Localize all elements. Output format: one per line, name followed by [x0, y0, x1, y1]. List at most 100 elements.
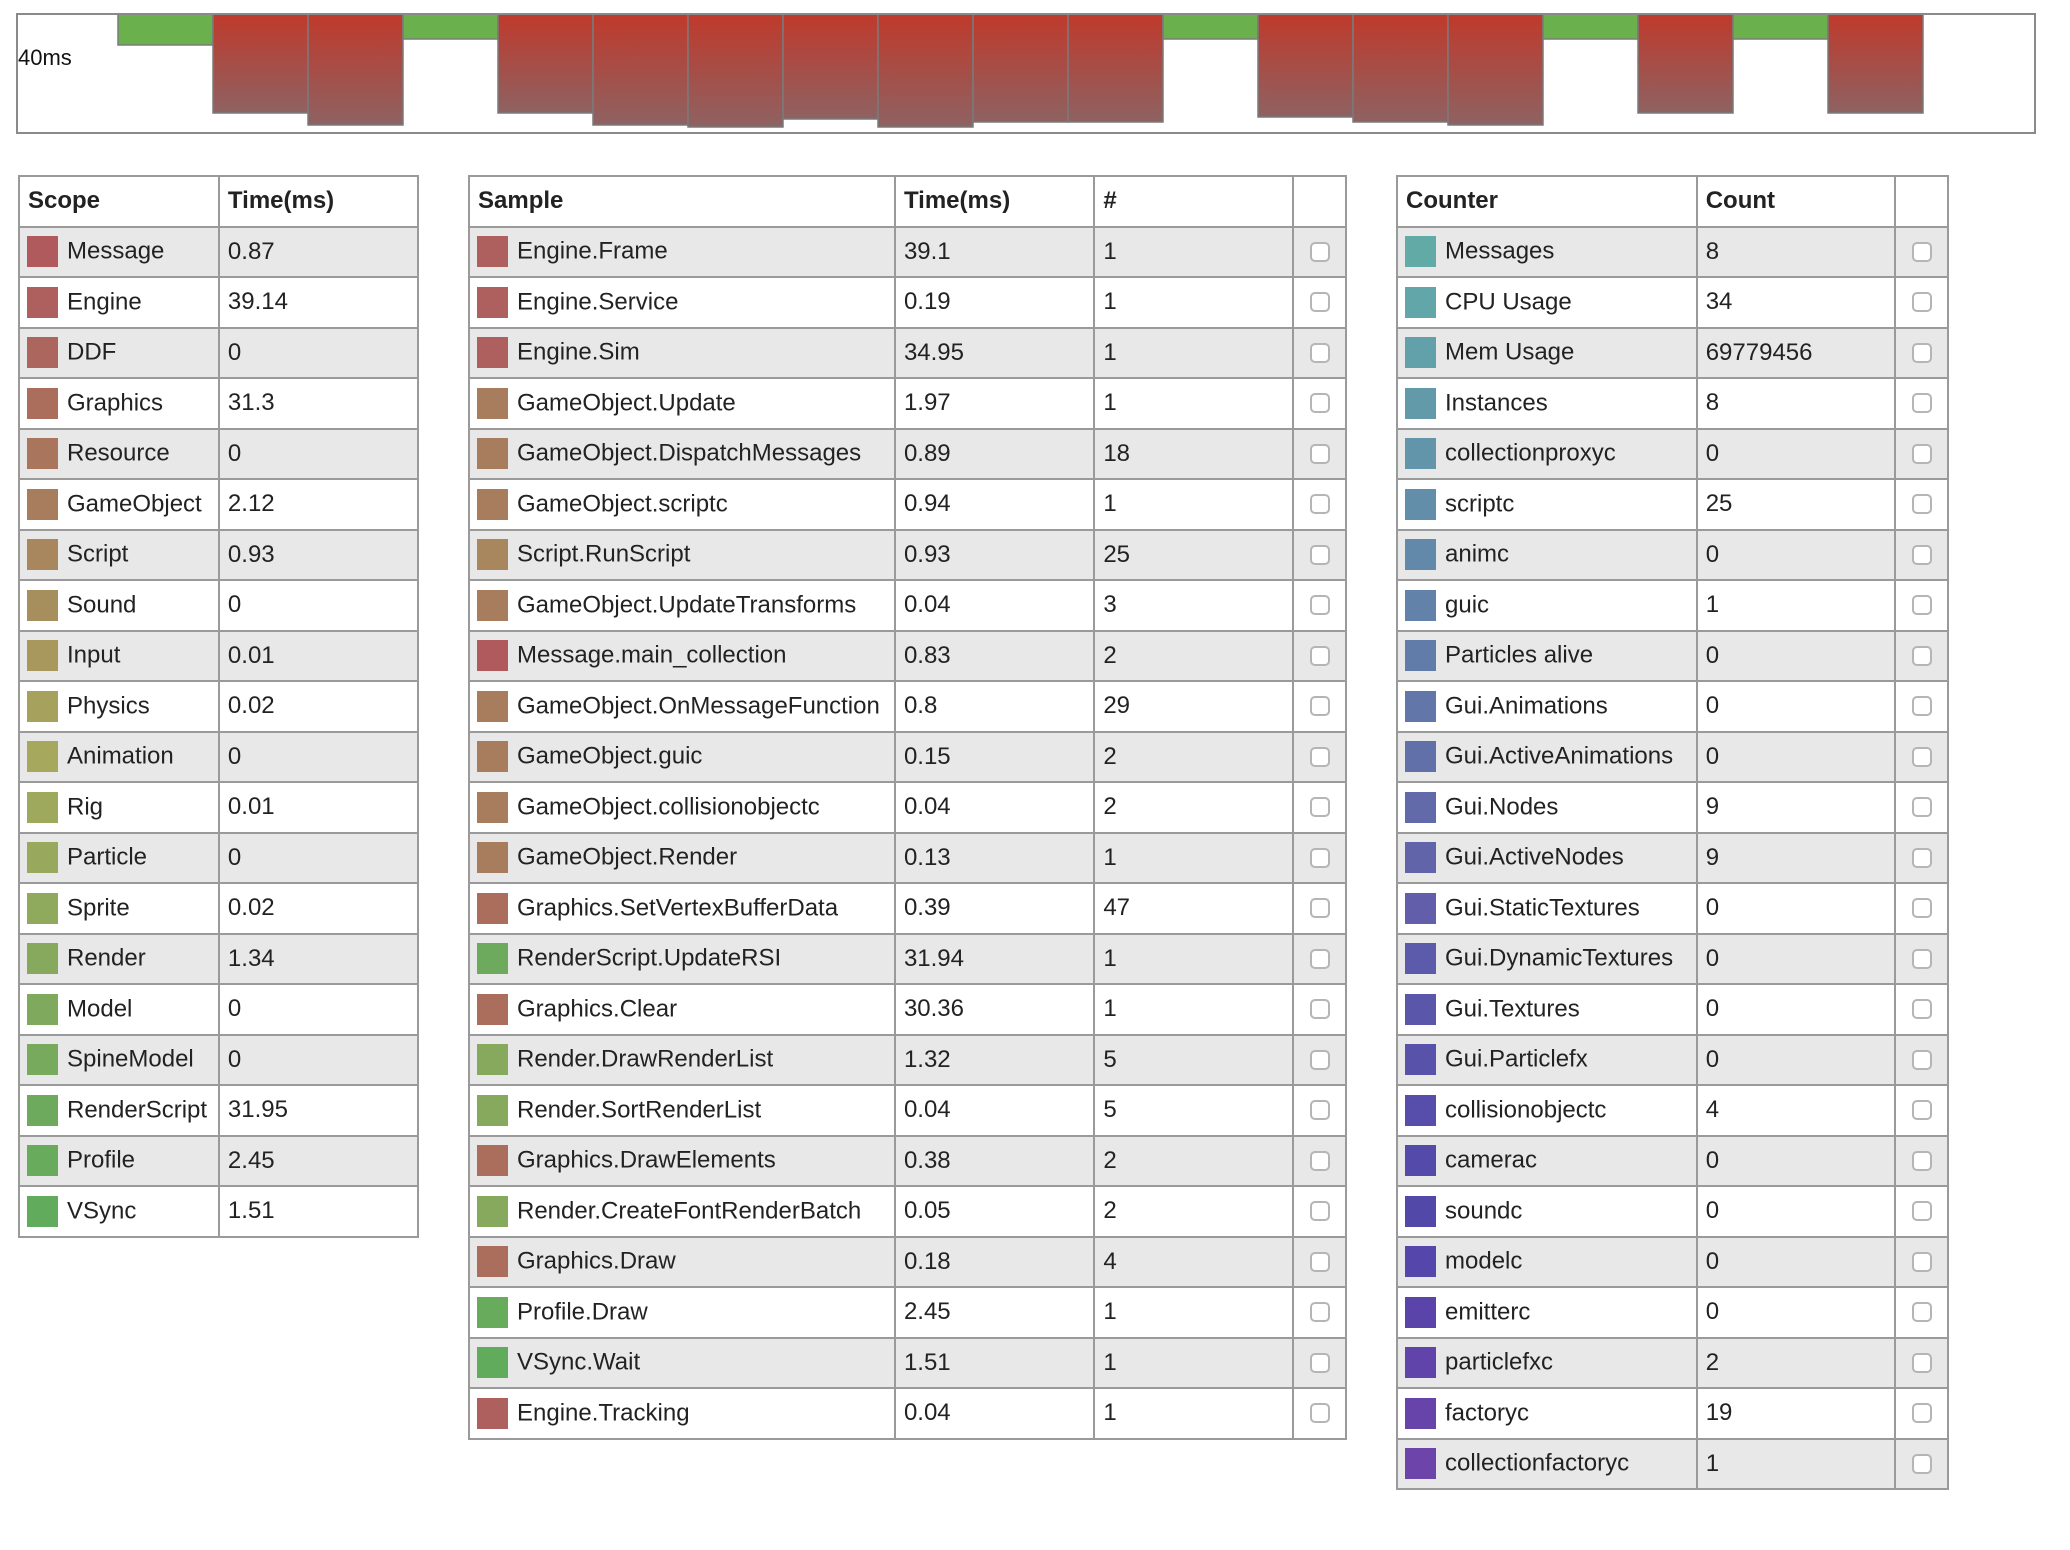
color-swatch	[27, 589, 58, 621]
toggle-checkbox[interactable]	[1911, 443, 1932, 464]
toggle-checkbox[interactable]	[1309, 1150, 1330, 1171]
toggle-checkbox[interactable]	[1309, 1251, 1330, 1272]
toggle-checkbox[interactable]	[1911, 1352, 1932, 1373]
sample-table: Sample Time(ms) # Engine.Frame 39.1 1 Engin…	[468, 175, 1347, 1440]
toggle-checkbox[interactable]	[1911, 1150, 1932, 1171]
toggle-checkbox[interactable]	[1911, 746, 1932, 767]
toggle-checkbox[interactable]	[1911, 393, 1932, 414]
toggle-checkbox[interactable]	[1911, 1403, 1932, 1424]
sample-name: Graphics.Draw	[517, 1247, 676, 1275]
toggle-checkbox[interactable]	[1911, 1100, 1932, 1121]
checkbox-cell	[1894, 1134, 1949, 1187]
sample-row: Graphics.Draw 0.18 4	[468, 1235, 1347, 1288]
toggle-checkbox[interactable]	[1911, 1453, 1932, 1474]
toggle-checkbox[interactable]	[1309, 1352, 1330, 1373]
toggle-checkbox[interactable]	[1309, 494, 1330, 515]
toggle-checkbox[interactable]	[1309, 342, 1330, 363]
sample-count: 1	[1093, 983, 1295, 1036]
toggle-checkbox[interactable]	[1911, 1302, 1932, 1323]
toggle-checkbox[interactable]	[1911, 494, 1932, 515]
toggle-checkbox[interactable]	[1309, 1049, 1330, 1070]
counter-name: Gui.Animations	[1445, 692, 1608, 720]
toggle-checkbox[interactable]	[1911, 797, 1932, 818]
sample-time: 1.51	[893, 1336, 1096, 1389]
sample-name: RenderScript.UpdateRSI	[517, 944, 782, 972]
toggle-checkbox[interactable]	[1911, 948, 1932, 969]
toggle-checkbox[interactable]	[1911, 241, 1932, 262]
sample-name-cell: VSync.Wait	[468, 1336, 896, 1389]
toggle-checkbox[interactable]	[1309, 999, 1330, 1020]
counter-row: collectionfactoryc 1	[1396, 1437, 1949, 1490]
toggle-checkbox[interactable]	[1309, 746, 1330, 767]
toggle-checkbox[interactable]	[1309, 1201, 1330, 1222]
sample-name-cell: Render.DrawRenderList	[468, 1033, 896, 1086]
toggle-checkbox[interactable]	[1309, 797, 1330, 818]
toggle-checkbox[interactable]	[1309, 1403, 1330, 1424]
toggle-checkbox[interactable]	[1911, 1251, 1932, 1272]
color-swatch	[27, 438, 58, 470]
toggle-checkbox[interactable]	[1309, 292, 1330, 313]
toggle-checkbox[interactable]	[1911, 898, 1932, 919]
counter-row: collisionobjectc 4	[1396, 1084, 1949, 1137]
checkbox-cell	[1894, 1286, 1949, 1339]
sample-count: 25	[1093, 528, 1295, 581]
color-swatch	[27, 640, 58, 672]
color-swatch	[477, 993, 508, 1025]
checkbox-cell	[1894, 1437, 1949, 1490]
counter-count: 0	[1695, 983, 1897, 1036]
color-swatch	[477, 236, 508, 268]
sample-row: GameObject.Update 1.97 1	[468, 377, 1347, 430]
scope-row: Physics 0.02	[18, 680, 420, 733]
counter-name: Instances	[1445, 389, 1548, 417]
counter-name-cell: soundc	[1396, 1185, 1698, 1238]
checkbox-cell	[1292, 983, 1347, 1036]
toggle-checkbox[interactable]	[1309, 847, 1330, 868]
toggle-checkbox[interactable]	[1309, 443, 1330, 464]
counter-name: Messages	[1445, 237, 1555, 265]
toggle-checkbox[interactable]	[1309, 1100, 1330, 1121]
color-swatch	[477, 741, 508, 773]
toggle-checkbox[interactable]	[1911, 1201, 1932, 1222]
toggle-checkbox[interactable]	[1309, 898, 1330, 919]
checkbox-cell	[1292, 629, 1347, 682]
frame-bar-6	[592, 15, 689, 126]
toggle-checkbox[interactable]	[1911, 595, 1932, 616]
toggle-checkbox[interactable]	[1911, 999, 1932, 1020]
frame-bar-19	[1827, 15, 1924, 114]
toggle-checkbox[interactable]	[1309, 948, 1330, 969]
toggle-checkbox[interactable]	[1309, 544, 1330, 565]
counter-column-header: Counter	[1396, 175, 1698, 228]
counter-name: emitterc	[1445, 1298, 1531, 1326]
scope-name: DDF	[67, 338, 117, 366]
scope-name-cell: Physics	[18, 680, 220, 733]
toggle-checkbox[interactable]	[1911, 292, 1932, 313]
toggle-checkbox[interactable]	[1309, 241, 1330, 262]
frame-time-label: 40ms	[18, 45, 72, 70]
toggle-checkbox[interactable]	[1911, 1049, 1932, 1070]
toggle-checkbox[interactable]	[1309, 1302, 1330, 1323]
sample-name-cell: GameObject.OnMessageFunction	[468, 680, 896, 733]
toggle-checkbox[interactable]	[1309, 645, 1330, 666]
counter-count: 0	[1695, 427, 1897, 480]
scope-name-cell: Resource	[18, 427, 220, 480]
sample-name-cell: Render.SortRenderList	[468, 1084, 896, 1137]
counter-count: 1	[1695, 1437, 1897, 1490]
toggle-checkbox[interactable]	[1911, 696, 1932, 717]
color-swatch	[27, 842, 58, 874]
toggle-checkbox[interactable]	[1911, 645, 1932, 666]
counter-count: 69779456	[1695, 326, 1897, 379]
frame-bar-15	[1447, 15, 1544, 126]
toggle-checkbox[interactable]	[1309, 393, 1330, 414]
toggle-checkbox[interactable]	[1309, 696, 1330, 717]
color-swatch	[1405, 892, 1436, 924]
toggle-checkbox[interactable]	[1911, 847, 1932, 868]
toggle-checkbox[interactable]	[1309, 595, 1330, 616]
counter-name: Gui.Nodes	[1445, 793, 1559, 821]
scope-name-cell: Sprite	[18, 882, 220, 935]
color-swatch	[27, 337, 58, 369]
toggle-checkbox[interactable]	[1911, 544, 1932, 565]
toggle-checkbox[interactable]	[1911, 342, 1932, 363]
color-swatch	[1405, 791, 1436, 823]
frame-bar-2	[212, 15, 309, 114]
sample-time: 0.05	[893, 1185, 1096, 1238]
